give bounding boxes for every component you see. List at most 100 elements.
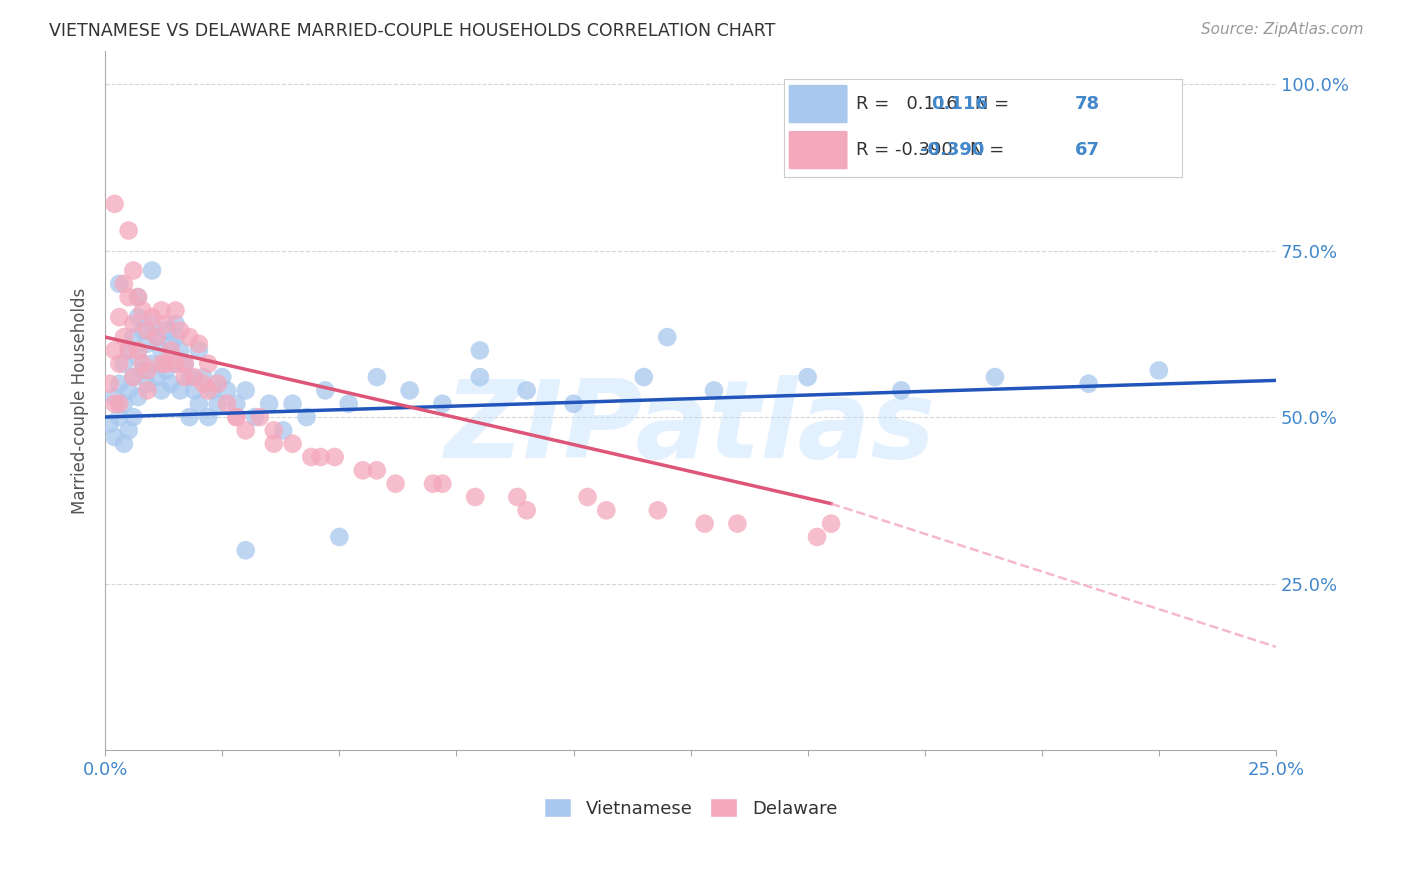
Point [516,384,538,398]
Point [155,357,177,371]
Point [806,530,828,544]
Point [108,310,131,325]
Point [516,503,538,517]
Point [193,376,215,391]
Point [145,370,167,384]
Point [309,450,332,464]
Point [1147,363,1170,377]
Point [703,384,725,398]
Text: VIETNAMESE VS DELAWARE MARRIED-COUPLE HOUSEHOLDS CORRELATION CHART: VIETNAMESE VS DELAWARE MARRIED-COUPLE HO… [49,22,776,40]
Point [127,350,149,364]
Point [136,323,159,337]
Point [103,397,125,411]
Point [173,370,195,384]
Text: ZIPatlas: ZIPatlas [446,376,936,482]
Point [159,343,181,358]
Point [207,397,229,411]
Point [281,397,304,411]
Point [165,357,187,371]
Point [197,384,219,398]
Point [225,410,247,425]
Point [432,476,454,491]
Point [468,343,491,358]
Point [117,423,139,437]
Point [98,376,121,391]
Point [145,330,167,344]
Point [117,223,139,237]
Point [693,516,716,531]
Point [136,363,159,377]
Point [117,343,139,358]
Point [136,376,159,391]
Point [595,503,617,517]
Point [657,330,679,344]
Point [197,410,219,425]
Point [179,410,201,425]
Point [122,317,145,331]
Point [173,357,195,371]
Point [150,303,173,318]
Point [1077,376,1099,391]
Point [183,370,205,384]
Point [432,397,454,411]
Point [122,370,145,384]
Point [506,490,529,504]
Point [141,263,163,277]
Point [103,390,125,404]
Point [112,330,135,344]
Point [422,476,444,491]
Point [562,397,585,411]
Point [117,384,139,398]
Point [179,370,201,384]
Point [647,503,669,517]
Point [187,336,209,351]
Point [103,343,125,358]
Point [299,450,322,464]
Point [328,530,350,544]
Point [108,277,131,291]
Point [207,376,229,391]
Point [169,384,191,398]
Point [127,310,149,325]
Point [235,543,257,558]
Point [169,343,191,358]
Point [468,370,491,384]
Point [235,384,257,398]
Point [633,370,655,384]
Point [150,343,173,358]
Point [576,490,599,504]
Point [165,303,187,318]
Point [108,376,131,391]
Point [215,384,238,398]
Point [122,370,145,384]
Point [136,384,159,398]
Point [187,397,209,411]
Point [796,370,818,384]
Point [187,343,209,358]
Point [173,357,195,371]
Point [131,363,153,377]
Point [225,410,247,425]
Point [249,410,271,425]
Point [257,397,280,411]
Point [108,357,131,371]
Point [183,384,205,398]
Text: Source: ZipAtlas.com: Source: ZipAtlas.com [1201,22,1364,37]
Point [725,516,748,531]
Y-axis label: Married-couple Households: Married-couple Households [72,287,89,514]
Point [201,384,224,398]
Point [136,336,159,351]
Point [169,323,191,337]
Point [337,397,360,411]
Point [323,450,346,464]
Point [215,397,238,411]
Point [131,303,153,318]
Point [117,290,139,304]
Point [150,357,173,371]
Point [122,263,145,277]
Point [179,330,201,344]
Point [314,384,336,398]
Point [235,423,257,437]
Point [225,397,247,411]
Point [98,417,121,431]
